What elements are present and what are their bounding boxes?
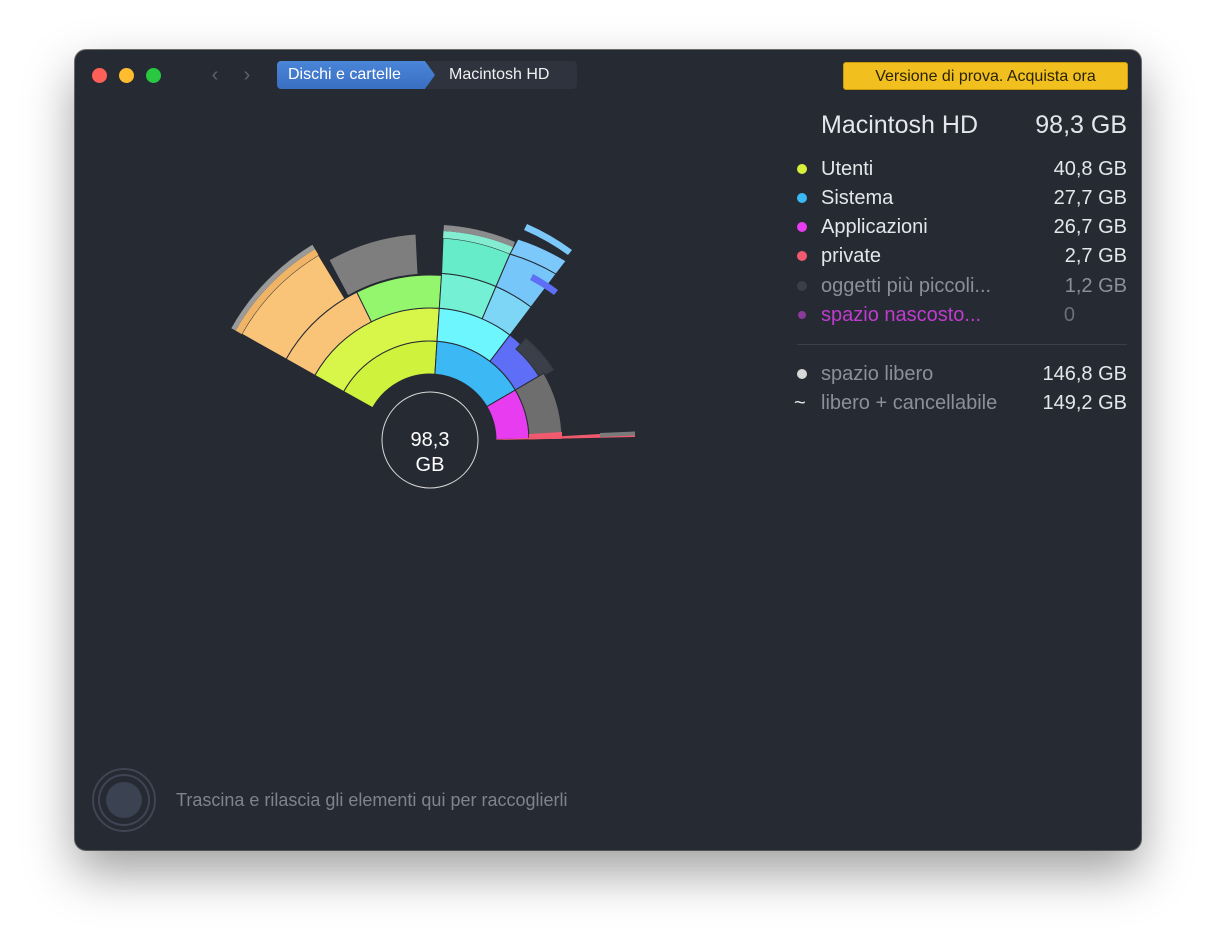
legend-value: 2,7 GB <box>1064 245 1127 267</box>
segment-system-outer-c[interactable] <box>524 224 572 255</box>
legend-value: 1,2 GB <box>1064 275 1127 297</box>
legend-dot <box>797 369 807 379</box>
legend-label: spazio nascosto... <box>821 304 982 326</box>
breadcrumb-item-macintosh-hd[interactable]: Macintosh HD <box>427 61 577 89</box>
center-value: 98,3 <box>410 429 450 451</box>
close-window-button[interactable] <box>92 68 107 83</box>
segment-private-grey[interactable] <box>600 429 635 437</box>
legend-divider <box>797 344 1127 345</box>
legend-label: Applicazioni <box>821 216 928 238</box>
chevron-right-icon[interactable]: › <box>243 64 251 86</box>
legend-dot <box>797 222 807 232</box>
segment-users-misc[interactable] <box>328 233 419 297</box>
sunburst-center[interactable] <box>381 391 479 489</box>
legend-value: 27,7 GB <box>1053 187 1127 209</box>
disk-size: 98,3 GB <box>1035 111 1127 139</box>
sunburst-center-label: 98,3 GB <box>380 428 480 478</box>
legend-label: libero + cancellabile <box>821 392 998 414</box>
legend-label: private <box>821 245 882 267</box>
segment-system-outer[interactable] <box>443 231 513 254</box>
zoom-window-button[interactable] <box>146 68 161 83</box>
legend-dot <box>797 193 807 203</box>
legend-value: 26,7 GB <box>1053 216 1127 238</box>
tilde-icon: ~ <box>794 392 806 414</box>
segment-system-outer-b[interactable] <box>509 238 567 275</box>
legend-value: 0 <box>1063 304 1075 326</box>
legend-label: Utenti <box>821 158 874 180</box>
disk-title: Macintosh HD <box>821 111 978 139</box>
legend-item-system[interactable]: Sistema 27,7 GB <box>797 185 1127 211</box>
legend-label: Sistema <box>821 187 894 209</box>
center-unit: GB <box>415 454 445 476</box>
legend-item-private[interactable]: private 2,7 GB <box>797 243 1127 269</box>
legend-item-applications[interactable]: Applicazioni 26,7 GB <box>797 214 1127 240</box>
legend-value: 146,8 GB <box>1042 363 1127 385</box>
legend-dot <box>798 311 806 319</box>
legend-dot <box>797 164 807 174</box>
legend-item-free-purgeable: ~ libero + cancellabile 149,2 GB <box>794 390 1127 416</box>
app-window: ‹ › Macintosh HD Dischi e cartelle Versi… <box>75 50 1141 850</box>
legend-value: 40,8 GB <box>1053 158 1127 180</box>
breadcrumb: Macintosh HD Dischi e cartelle <box>277 61 577 89</box>
segment-users-edge-grey[interactable] <box>231 244 315 331</box>
disk-sunburst-chart[interactable] <box>215 200 635 540</box>
minimize-window-button[interactable] <box>119 68 134 83</box>
chevron-left-icon[interactable]: ‹ <box>211 64 219 86</box>
segment-users-edge[interactable] <box>235 249 319 335</box>
breadcrumb-item-disks[interactable]: Dischi e cartelle <box>277 61 435 89</box>
legend-dot <box>797 251 807 261</box>
legend-item-smaller-objects[interactable]: oggetti più piccoli... 1,2 GB <box>797 273 1127 299</box>
legend-item-users[interactable]: Utenti 40,8 GB <box>797 156 1127 182</box>
legend-dot <box>797 281 807 291</box>
legend-item-free-space: spazio libero 146,8 GB <box>797 361 1127 387</box>
segment-system-outer-grey[interactable] <box>443 225 516 247</box>
legend-label: oggetti più piccoli... <box>821 275 992 297</box>
legend-label: spazio libero <box>821 363 934 385</box>
drop-zone-icon[interactable] <box>91 767 157 833</box>
legend-value: 149,2 GB <box>1042 392 1127 414</box>
buy-trial-button[interactable]: Versione di prova. Acquista ora <box>843 62 1128 90</box>
legend-item-hidden-space[interactable]: spazio nascosto... 0 <box>797 302 1127 328</box>
segment-system-small[interactable] <box>530 274 558 295</box>
drop-hint-text: Trascina e rilascia gli elementi qui per… <box>176 790 568 810</box>
